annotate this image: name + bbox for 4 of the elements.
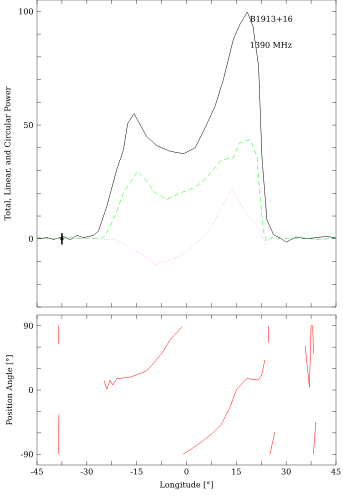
line-series [104,326,183,390]
line-series [304,325,314,388]
line-series [37,139,336,242]
line-series [182,360,266,455]
